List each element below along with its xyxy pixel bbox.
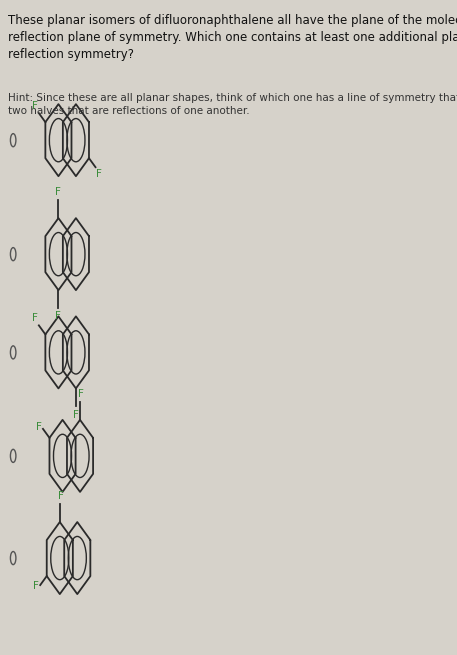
Text: F: F (32, 101, 38, 111)
Text: F: F (33, 582, 39, 591)
Text: F: F (36, 422, 42, 432)
Text: F: F (73, 410, 79, 420)
Text: F: F (96, 169, 102, 179)
Text: F: F (55, 187, 61, 196)
Text: F: F (58, 491, 64, 500)
Text: These planar isomers of difluoronaphthalene all have the plane of the molecule a: These planar isomers of difluoronaphthal… (8, 14, 457, 62)
Text: F: F (55, 312, 61, 322)
Text: F: F (78, 388, 84, 398)
Text: Hint: Since these are all planar shapes, think of which one has a line of symmet: Hint: Since these are all planar shapes,… (8, 93, 457, 116)
Text: F: F (32, 313, 38, 324)
